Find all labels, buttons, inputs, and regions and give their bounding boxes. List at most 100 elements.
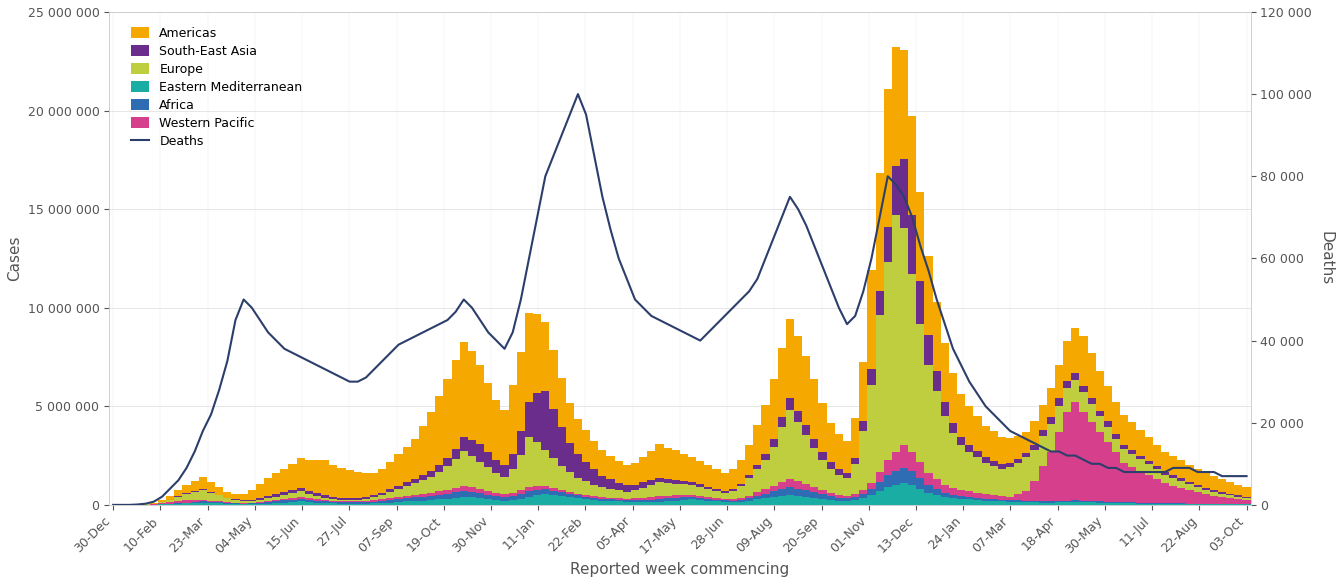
Bar [761,489,769,493]
Bar [338,500,346,501]
Bar [982,494,990,499]
Bar [957,496,965,499]
Bar [925,256,933,335]
Bar [875,472,883,482]
Bar [1152,503,1160,505]
Bar [1030,445,1038,450]
Bar [232,494,240,499]
Bar [314,500,322,502]
Bar [599,500,607,505]
Bar [639,500,647,502]
Line: Deaths: Deaths [113,94,1246,505]
Bar [468,487,476,492]
Bar [492,496,500,500]
Bar [1038,436,1047,465]
Bar [166,500,174,502]
Bar [867,489,875,495]
Bar [883,262,892,460]
Bar [182,493,190,494]
Bar [264,478,272,496]
Bar [394,486,402,489]
Bar [1080,336,1088,386]
Bar [1186,504,1194,505]
Bar [1038,430,1047,436]
Bar [174,497,182,501]
Bar [973,416,982,451]
Bar [745,478,753,496]
Bar [721,473,729,491]
Bar [1128,503,1136,505]
Bar [769,439,777,447]
Bar [819,460,827,490]
Bar [224,492,232,498]
Deaths [570,91,586,98]
Bar [419,475,427,480]
Bar [280,502,288,505]
Bar [574,498,582,505]
Bar [198,489,206,490]
Bar [607,489,615,498]
Bar [402,486,411,496]
Bar [444,499,452,505]
Bar [1047,424,1055,452]
Bar [1088,422,1096,501]
Bar [843,478,851,496]
Bar [982,463,990,494]
Bar [182,503,190,505]
Bar [679,498,687,500]
Bar [851,418,859,457]
Bar [729,491,737,499]
Bar [957,437,965,445]
Bar [1178,460,1186,478]
Bar [386,462,394,489]
Bar [525,313,533,402]
Bar [1226,494,1234,495]
Bar [859,421,867,431]
Bar [174,501,182,503]
Bar [835,469,843,475]
Bar [1242,487,1250,497]
Bar [240,500,248,501]
Bar [565,404,574,443]
Bar [615,501,623,505]
Bar [549,495,557,505]
Bar [314,499,322,500]
Bar [533,314,541,393]
Bar [190,503,198,505]
Bar [419,494,427,496]
Bar [965,445,973,452]
Bar [1242,500,1250,505]
Bar [663,447,671,479]
Bar [615,491,623,498]
Bar [525,486,533,491]
Bar [509,454,517,470]
Bar [1112,502,1120,503]
Bar [737,502,745,505]
Bar [338,498,346,500]
Bar [729,499,737,500]
Bar [346,502,354,503]
Bar [1063,388,1071,412]
Bar [304,502,314,505]
Bar [705,486,713,489]
Bar [1055,432,1063,501]
Bar [827,423,835,463]
Bar [811,380,819,439]
Bar [753,465,761,469]
Bar [557,492,565,496]
Bar [198,501,206,502]
Bar [1038,502,1047,505]
Bar [753,499,761,505]
Bar [827,493,835,496]
Bar [843,472,851,478]
Bar [909,274,917,451]
Bar [354,498,362,500]
Bar [386,492,394,498]
Bar [460,486,468,491]
Bar [174,491,182,496]
Bar [354,472,362,498]
Bar [517,491,525,494]
Bar [354,501,362,502]
Bar [753,496,761,499]
Bar [484,451,492,467]
